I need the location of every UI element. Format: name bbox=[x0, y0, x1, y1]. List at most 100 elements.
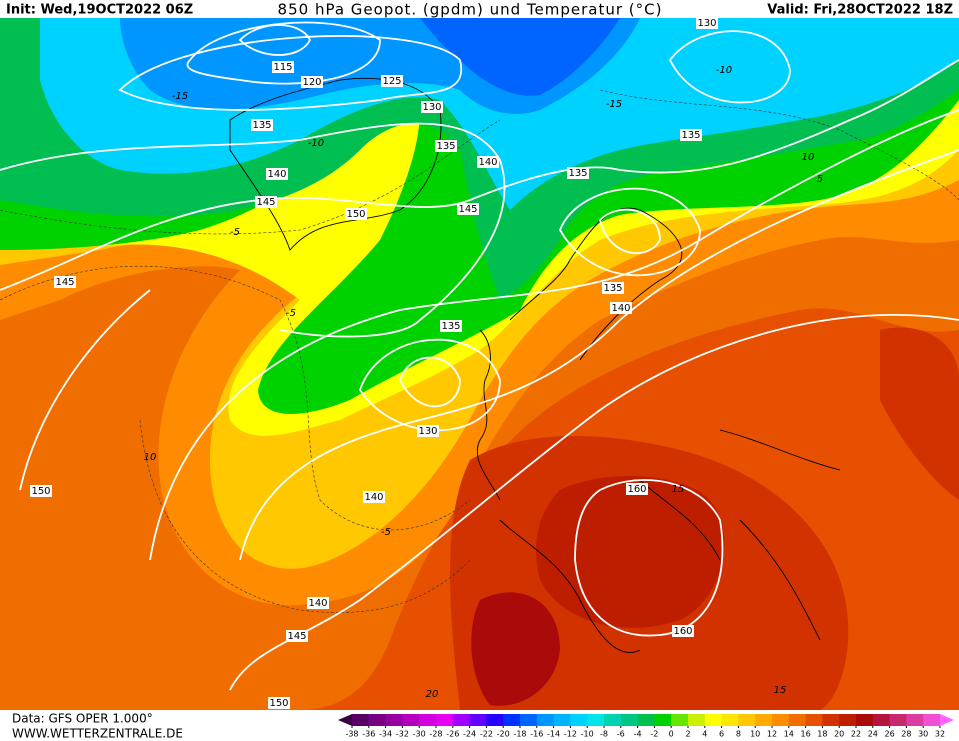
isoline bbox=[0, 59, 959, 291]
colorbar-cell bbox=[688, 714, 706, 726]
isoline bbox=[186, 21, 381, 85]
colorbar-cell bbox=[738, 714, 756, 726]
colorbar-label: 22 bbox=[851, 730, 861, 739]
colorbar-cell bbox=[587, 714, 605, 726]
colorbar-cell bbox=[520, 714, 538, 726]
colorbar-label: -2 bbox=[650, 730, 658, 739]
geopotential-label: 135 bbox=[681, 130, 700, 141]
colorbar-label: 2 bbox=[685, 730, 690, 739]
colorbar-cell bbox=[889, 714, 907, 726]
geopotential-label: 140 bbox=[267, 169, 286, 180]
label-box bbox=[255, 196, 277, 208]
temp-field bbox=[420, 18, 620, 96]
header-bar bbox=[0, 0, 959, 18]
colorbar-label: 26 bbox=[885, 730, 895, 739]
colorbar-cell bbox=[486, 714, 504, 726]
colorbar-cell bbox=[385, 714, 403, 726]
label-box bbox=[477, 156, 499, 168]
geopotential-label: 145 bbox=[287, 631, 306, 642]
geopotential-label: 130 bbox=[418, 426, 437, 437]
colorbar-cell bbox=[419, 714, 437, 726]
colorbar-cell bbox=[788, 714, 807, 726]
temperature-label: 20 bbox=[426, 689, 439, 700]
label-box bbox=[272, 61, 294, 73]
geopotential-label: 150 bbox=[31, 486, 50, 497]
colorbar-label: 24 bbox=[868, 730, 878, 739]
temperature-label: -5 bbox=[230, 227, 240, 238]
label-box bbox=[602, 282, 624, 294]
geopotential-label: 135 bbox=[603, 283, 622, 294]
colorbar-label: -8 bbox=[600, 730, 608, 739]
colorbar-label: 28 bbox=[901, 730, 911, 739]
temperature-label: 15 bbox=[774, 685, 787, 696]
temperature-label: -15 bbox=[172, 91, 188, 102]
colorbar-label: -18 bbox=[513, 730, 526, 739]
coastline bbox=[229, 77, 442, 251]
colorbar: -38 -36 -34 -32 -30 -28 -26 -24 -22 -20 -18 -16 -14-… bbox=[338, 714, 954, 739]
site-url: WWW.WETTERZENTRALE.DE bbox=[12, 727, 183, 741]
geopotential-label: 140 bbox=[364, 492, 383, 503]
temp-contour bbox=[139, 419, 471, 613]
isoline bbox=[668, 30, 791, 104]
colorbar-end bbox=[940, 714, 954, 726]
colorbar-cell bbox=[368, 714, 387, 726]
label-box bbox=[610, 302, 632, 314]
geopotential-label: 140 bbox=[478, 157, 497, 168]
colorbar-label: 30 bbox=[918, 730, 928, 739]
colorbar-label: -6 bbox=[617, 730, 625, 739]
geopotential-label: 125 bbox=[382, 76, 401, 87]
colorbar-cell bbox=[805, 714, 823, 726]
label-box bbox=[440, 320, 462, 332]
temp-field bbox=[536, 476, 725, 628]
label-box bbox=[268, 697, 290, 709]
isoline bbox=[238, 24, 312, 56]
geopotential-label: 135 bbox=[436, 141, 455, 152]
isoline bbox=[149, 109, 959, 561]
colorbar-label: 16 bbox=[801, 730, 811, 739]
colorbar-cell bbox=[570, 714, 588, 726]
colorbar-cell bbox=[923, 714, 941, 726]
map-title: 850 hPa Geopot. (gpdm) und Temperatur (°… bbox=[278, 1, 663, 19]
colorbar-label: 8 bbox=[736, 730, 741, 739]
colorbar-cell bbox=[402, 714, 420, 726]
temp-contour bbox=[0, 265, 471, 531]
geopotential-isolines bbox=[0, 21, 959, 691]
colorbar-label: 14 bbox=[784, 730, 794, 739]
geopotential-label: 130 bbox=[422, 102, 441, 113]
colorbar-label: -10 bbox=[581, 730, 594, 739]
label-box bbox=[363, 491, 385, 503]
label-box bbox=[266, 168, 288, 180]
geopotential-label: 135 bbox=[252, 120, 271, 131]
label-box bbox=[457, 203, 479, 215]
coastline bbox=[499, 429, 841, 653]
colorbar-label: 4 bbox=[702, 730, 707, 739]
colorbar-label: -28 bbox=[429, 730, 442, 739]
geopotential-label: 145 bbox=[256, 197, 275, 208]
geopotential-label: 140 bbox=[308, 598, 327, 609]
colorbar-label: 0 bbox=[669, 730, 674, 739]
isoline bbox=[559, 187, 701, 277]
temperature-contours bbox=[0, 89, 959, 613]
isoline bbox=[0, 122, 506, 338]
isoline bbox=[359, 338, 501, 432]
colorbar-cell bbox=[704, 714, 723, 726]
map-labels: 115 120 125 130 135 140 145 150 135 140 145 145 135 1… bbox=[30, 17, 823, 709]
colorbar-cell bbox=[671, 714, 689, 726]
data-source: Data: GFS OPER 1.000° bbox=[12, 712, 153, 726]
temperature-label: 10 bbox=[144, 452, 157, 463]
colorbar-label: -14 bbox=[547, 730, 560, 739]
isoline bbox=[118, 35, 463, 111]
colorbar-cell bbox=[452, 714, 471, 726]
label-box bbox=[672, 625, 694, 637]
label-box bbox=[567, 167, 589, 179]
colorbar-end bbox=[338, 714, 352, 726]
label-box bbox=[30, 485, 52, 497]
colorbar-cell bbox=[620, 714, 639, 726]
colorbar-label: -30 bbox=[413, 730, 426, 739]
colorbar-cell bbox=[536, 714, 555, 726]
colorbar-cell bbox=[839, 714, 857, 726]
colorbar-cell bbox=[469, 714, 487, 726]
colorbar-label: 10 bbox=[750, 730, 760, 739]
label-box bbox=[381, 75, 403, 87]
